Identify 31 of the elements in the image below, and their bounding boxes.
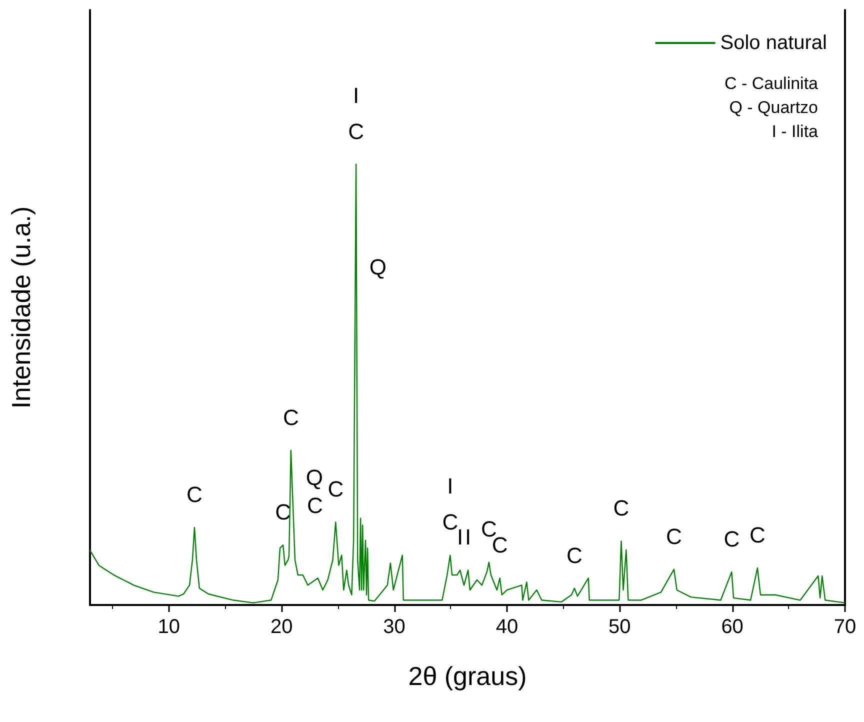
x-tick-label: 30 <box>383 616 406 638</box>
annotation: Q <box>306 465 324 490</box>
x-axis-title: 2θ (graus) <box>408 661 527 691</box>
annotation: C <box>275 500 292 525</box>
annotation: C <box>666 524 682 549</box>
annotation: C <box>613 496 630 521</box>
annotation: I <box>465 524 472 550</box>
x-tick-label: 10 <box>158 616 180 638</box>
annotation: C <box>749 522 766 548</box>
text: Q - Quartzo <box>729 98 818 117</box>
legend-label: Solo natural <box>720 32 828 54</box>
x-tick-label: 20 <box>270 616 293 638</box>
y-axis-title: Intensidade (u.a.) <box>6 206 36 409</box>
x-tick-label: 60 <box>721 616 744 638</box>
annotation: C <box>566 542 582 568</box>
annotation: C <box>328 476 344 502</box>
annotation: Q <box>369 254 386 280</box>
annotation: C <box>186 482 203 507</box>
annotation: I <box>352 82 360 108</box>
annotation: C <box>442 510 458 535</box>
annotation: C <box>348 118 364 144</box>
x-tick-label: 70 <box>834 616 856 638</box>
x-tick-label: 40 <box>496 616 518 638</box>
x-tick-label: 50 <box>608 616 631 638</box>
text: C - Caulinita <box>724 74 819 93</box>
text: I - Ilita <box>772 122 819 141</box>
annotation: I <box>457 524 464 550</box>
annotation: C <box>282 404 299 430</box>
annotation: C <box>306 492 323 518</box>
annotation: C <box>724 526 740 552</box>
annotation: I <box>447 474 454 499</box>
